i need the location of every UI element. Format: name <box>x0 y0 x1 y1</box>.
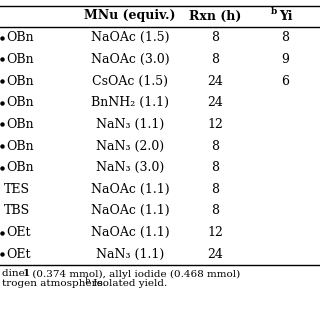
Text: NaOAc (1.1): NaOAc (1.1) <box>91 226 169 239</box>
Text: (0.374 mmol), allyl iodide (0.468 mmol): (0.374 mmol), allyl iodide (0.468 mmol) <box>29 269 240 279</box>
Text: OEt: OEt <box>6 226 30 239</box>
Text: 8: 8 <box>211 53 219 66</box>
Text: TBS: TBS <box>4 204 30 217</box>
Text: dine: dine <box>2 269 28 278</box>
Text: MNu (equiv.): MNu (equiv.) <box>84 10 176 22</box>
Text: b: b <box>85 277 90 285</box>
Text: NaN₃ (1.1): NaN₃ (1.1) <box>96 118 164 131</box>
Text: OBn: OBn <box>6 53 34 66</box>
Text: 24: 24 <box>207 75 223 88</box>
Text: NaOAc (1.1): NaOAc (1.1) <box>91 204 169 217</box>
Text: 12: 12 <box>207 118 223 131</box>
Text: 8: 8 <box>281 31 289 44</box>
Text: b: b <box>271 7 277 17</box>
Text: OBn: OBn <box>6 140 34 153</box>
Text: 8: 8 <box>211 161 219 174</box>
Text: Rxn (h): Rxn (h) <box>189 10 241 22</box>
Text: 8: 8 <box>211 140 219 153</box>
Text: 6: 6 <box>281 75 289 88</box>
Text: 8: 8 <box>211 31 219 44</box>
Text: OBn: OBn <box>6 96 34 109</box>
Text: 12: 12 <box>207 226 223 239</box>
Text: TES: TES <box>4 183 30 196</box>
Text: OBn: OBn <box>6 75 34 88</box>
Text: 24: 24 <box>207 248 223 261</box>
Text: NaN₃ (1.1): NaN₃ (1.1) <box>96 248 164 261</box>
Text: Yi: Yi <box>279 10 292 22</box>
Text: NaN₃ (2.0): NaN₃ (2.0) <box>96 140 164 153</box>
Text: Isolated yield.: Isolated yield. <box>90 279 167 289</box>
Text: 9: 9 <box>281 53 289 66</box>
Text: 8: 8 <box>211 204 219 217</box>
Text: OBn: OBn <box>6 31 34 44</box>
Text: NaN₃ (3.0): NaN₃ (3.0) <box>96 161 164 174</box>
Text: NaOAc (3.0): NaOAc (3.0) <box>91 53 169 66</box>
Text: trogen atmosphere.: trogen atmosphere. <box>2 279 109 289</box>
Text: OEt: OEt <box>6 248 30 261</box>
Text: CsOAc (1.5): CsOAc (1.5) <box>92 75 168 88</box>
Text: NaOAc (1.1): NaOAc (1.1) <box>91 183 169 196</box>
Text: OBn: OBn <box>6 161 34 174</box>
Text: 1: 1 <box>23 269 30 278</box>
Text: BnNH₂ (1.1): BnNH₂ (1.1) <box>91 96 169 109</box>
Text: NaOAc (1.5): NaOAc (1.5) <box>91 31 169 44</box>
Text: 8: 8 <box>211 183 219 196</box>
Text: 24: 24 <box>207 96 223 109</box>
Text: OBn: OBn <box>6 118 34 131</box>
